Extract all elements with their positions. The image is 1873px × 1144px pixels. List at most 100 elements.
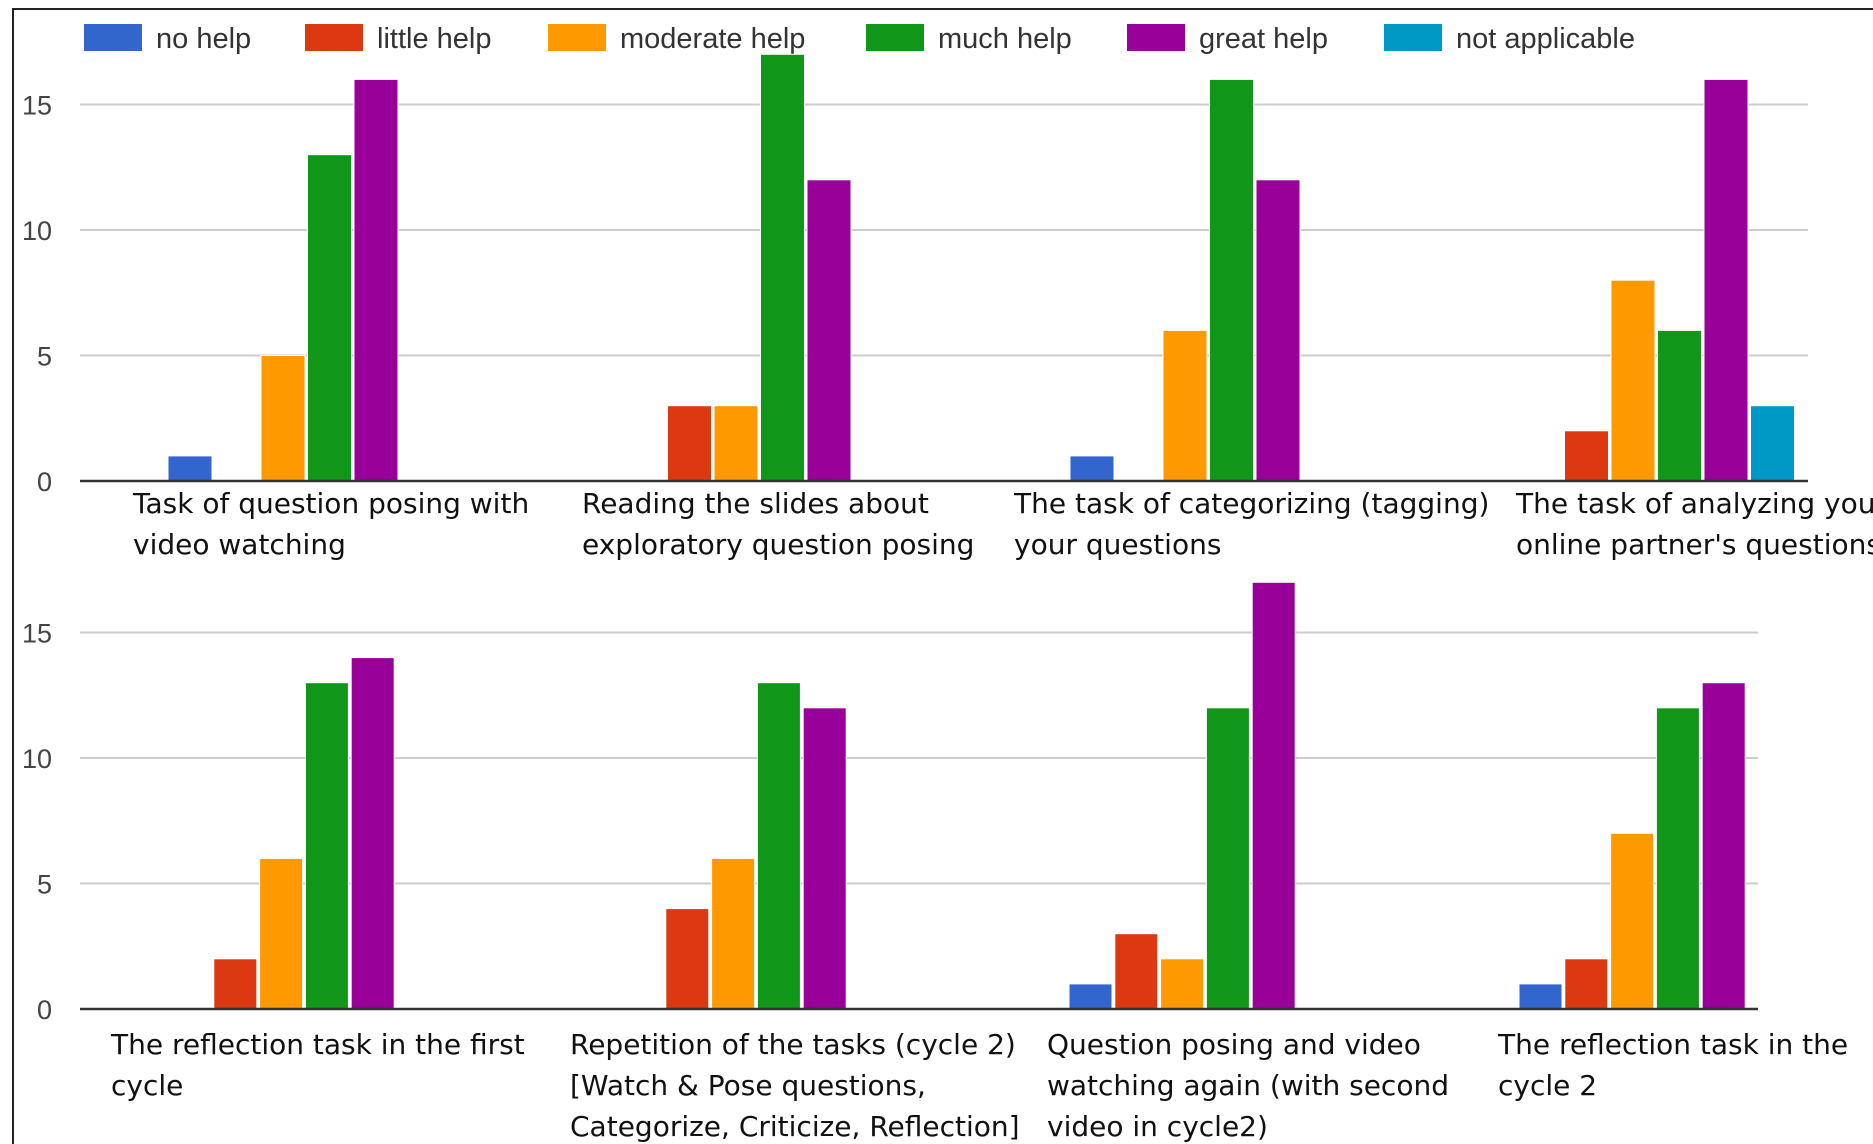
bar [1255, 179, 1301, 482]
bar-group [1069, 78, 1301, 482]
bar [1750, 405, 1795, 482]
bar-group [213, 657, 395, 1010]
bar [756, 682, 801, 1010]
category-label: The task of analyzing your online partner… [1515, 487, 1873, 561]
y-tick-label: 5 [37, 342, 52, 372]
category-label-line: The reflection task in the first [110, 1028, 525, 1061]
y-tick-label: 15 [22, 91, 52, 121]
bar [1703, 78, 1749, 482]
category-label: The reflection task in the cycle 2 [1497, 1028, 1848, 1102]
bar [760, 53, 805, 482]
category-label-line: cycle 2 [1498, 1069, 1597, 1102]
bar [665, 908, 710, 1010]
bar [350, 657, 395, 1010]
legend-swatch [84, 24, 142, 51]
bar [213, 958, 258, 1010]
legend: no help little help moderate help much help… [84, 23, 1635, 55]
bar [260, 355, 306, 482]
legend-item: moderate help [548, 23, 805, 55]
bar [1160, 958, 1205, 1010]
legend-swatch [548, 24, 606, 51]
legend-item: little help [305, 23, 491, 55]
chart-panel-1: 0 5 10 15 Task of question posing with video … [22, 53, 1873, 561]
bar [802, 707, 847, 1010]
category-label-line: video watching [133, 528, 346, 561]
legend-label: little help [377, 23, 491, 55]
bar [1564, 958, 1609, 1010]
bar [711, 857, 756, 1010]
category-label-line: Categorize, Criticize, Reflection] [570, 1110, 1020, 1143]
legend-swatch [305, 24, 363, 51]
category-label: Task of question posing with video watchi… [132, 487, 529, 561]
bar [1655, 707, 1700, 1010]
bar [1610, 832, 1655, 1010]
legend-swatch [1127, 24, 1185, 51]
bar [353, 78, 399, 482]
category-label-line: video in cycle2) [1047, 1110, 1268, 1143]
legend-item: no help [84, 23, 251, 55]
legend-item: much help [866, 23, 1072, 55]
y-tick-label: 0 [37, 467, 52, 497]
bar [1209, 78, 1254, 482]
bar [167, 455, 213, 482]
bar [307, 154, 352, 482]
bar [806, 179, 852, 482]
category-label-line: online partner's questions [1516, 528, 1873, 561]
category-label-line: The reflection task in the [1497, 1028, 1848, 1061]
category-label-line: The task of analyzing your [1515, 487, 1873, 520]
category-label-line: Reading the slides about [582, 487, 929, 520]
y-tick-label: 10 [22, 216, 52, 246]
category-label-line: The task of categorizing (tagging) [1013, 487, 1489, 520]
bar-group [167, 78, 399, 482]
bar [304, 682, 349, 1010]
category-label-line: Task of question posing with [132, 487, 529, 520]
bar-group [1068, 581, 1296, 1010]
bar-group [665, 682, 847, 1010]
category-label-line: [Watch & Pose questions, [570, 1069, 926, 1102]
category-label: The task of categorizing (tagging) your q… [1013, 487, 1489, 561]
legend-label: moderate help [620, 23, 805, 55]
bar [667, 405, 712, 482]
y-tick-label: 10 [22, 744, 52, 774]
bar-group [667, 53, 852, 482]
y-tick-label: 5 [37, 870, 52, 900]
bar [1069, 455, 1115, 482]
bar [1205, 707, 1250, 1010]
bar [1657, 329, 1702, 482]
bar [259, 857, 304, 1010]
bar [1114, 933, 1159, 1010]
legend-label: great help [1199, 23, 1328, 55]
bar [1162, 329, 1208, 482]
category-label-line: Repetition of the tasks (cycle 2) [570, 1028, 1016, 1061]
category-label: Question posing and video watching again … [1047, 1028, 1449, 1143]
bar [1701, 682, 1746, 1010]
legend-swatch [866, 24, 924, 51]
category-label-line: Question posing and video [1047, 1028, 1421, 1061]
bar [713, 405, 759, 482]
legend-label: not applicable [1456, 23, 1635, 55]
legend-item: not applicable [1384, 23, 1635, 55]
bar [1610, 279, 1656, 482]
bar-group [1564, 78, 1795, 482]
legend-label: much help [938, 23, 1072, 55]
category-label: Reading the slides about exploratory ques… [582, 487, 974, 561]
y-tick-label: 15 [22, 619, 52, 649]
bar [1251, 581, 1296, 1010]
chart-panel-2: 0 5 10 15 The reflection task in the first cy… [22, 581, 1848, 1143]
y-tick-label: 0 [37, 995, 52, 1025]
legend-item: great help [1127, 23, 1328, 55]
bar [1564, 430, 1609, 482]
category-label: Repetition of the tasks (cycle 2) [Watch … [570, 1028, 1020, 1143]
legend-swatch [1384, 24, 1442, 51]
legend-label: no help [156, 23, 251, 55]
bar [1068, 983, 1113, 1010]
bar-group [1518, 682, 1746, 1010]
chart-frame [12, 8, 1873, 1144]
category-label: The reflection task in the first cycle [110, 1028, 525, 1102]
category-label-line: exploratory question posing [582, 528, 974, 561]
category-label-line: watching again (with second [1047, 1069, 1449, 1102]
category-label-line: cycle [111, 1069, 183, 1102]
bar [1518, 983, 1563, 1010]
category-label-line: your questions [1014, 528, 1221, 561]
